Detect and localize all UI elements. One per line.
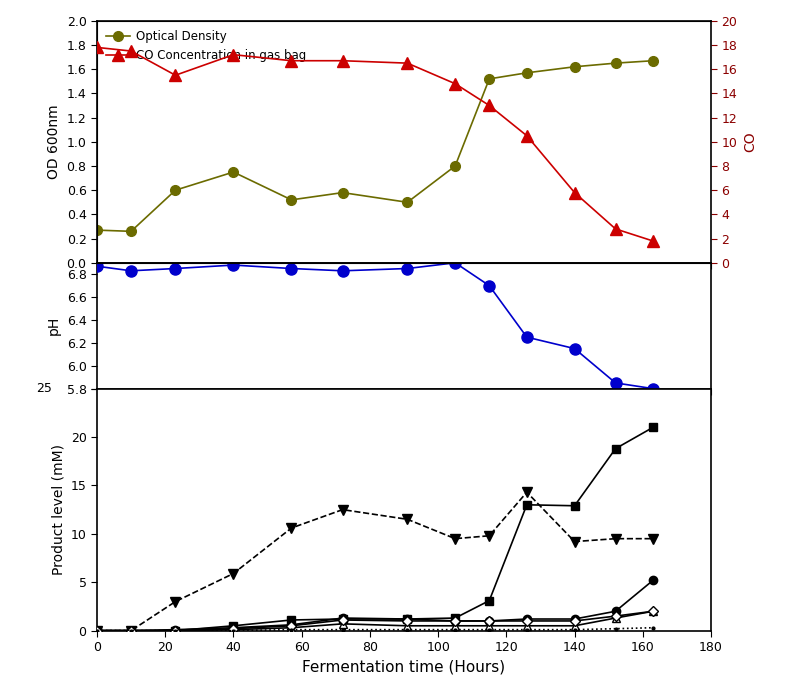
Formate: [485, 617, 494, 625]
CO2: [485, 532, 494, 540]
Line: Butyrate: Butyrate: [93, 607, 657, 635]
Formate: [126, 626, 136, 635]
Formate: [92, 626, 102, 635]
CO2: [450, 534, 460, 543]
Ethanol: [229, 624, 238, 632]
Formate: [229, 624, 238, 633]
Butyrate: [570, 622, 579, 630]
Ethanol: [402, 615, 412, 623]
Y-axis label: Product level (mM): Product level (mM): [51, 444, 65, 575]
CO2: [92, 626, 102, 635]
Line: Lactate: Lactate: [95, 625, 656, 633]
Butyrate: [126, 626, 136, 635]
Acetate: [522, 500, 532, 509]
CO2: [570, 537, 579, 545]
Butyrate: [611, 614, 621, 622]
Butyrate: [229, 626, 238, 634]
Acetate: [287, 616, 297, 624]
Acetate: [170, 626, 180, 635]
Lactate: [611, 624, 621, 633]
CO2: [611, 534, 621, 543]
Acetate: [611, 444, 621, 453]
Lactate: [450, 626, 460, 634]
Ethanol: [450, 617, 460, 625]
Ethanol: [485, 617, 494, 625]
Lactate: [126, 626, 136, 635]
Lactate: [522, 626, 532, 634]
CO2: [170, 597, 180, 606]
Ethanol: [522, 615, 532, 623]
Ethanol: [570, 615, 579, 623]
Lactate: [229, 626, 238, 635]
Acetate: [570, 502, 579, 510]
CO2: [522, 488, 532, 496]
Ethanol: [338, 614, 347, 622]
Acetate: [92, 626, 102, 635]
Butyrate: [338, 620, 347, 628]
Ethanol: [170, 626, 180, 634]
Ethanol: [287, 621, 297, 629]
Formate: [570, 617, 579, 625]
Butyrate: [522, 622, 532, 630]
Butyrate: [485, 622, 494, 630]
Acetate: [229, 622, 238, 630]
Formate: [402, 617, 412, 625]
Line: Ethanol: Ethanol: [93, 576, 657, 635]
Formate: [648, 607, 658, 615]
Y-axis label: CO: CO: [743, 132, 757, 152]
Legend: Optical Density, CO Concentration in gas bag: Optical Density, CO Concentration in gas…: [103, 27, 309, 66]
Acetate: [450, 614, 460, 622]
Lactate: [402, 626, 412, 634]
Acetate: [485, 597, 494, 605]
Acetate: [402, 615, 412, 623]
Ethanol: [611, 607, 621, 615]
Butyrate: [402, 622, 412, 630]
Formate: [170, 626, 180, 635]
Butyrate: [450, 622, 460, 630]
Y-axis label: OD 600nm: OD 600nm: [47, 105, 61, 179]
Lactate: [92, 626, 102, 635]
Text: 25: 25: [36, 382, 53, 395]
X-axis label: Fermentation time (Hours): Fermentation time (Hours): [302, 660, 506, 674]
Lactate: [170, 626, 180, 635]
Line: Formate: Formate: [94, 608, 657, 634]
CO2: [126, 626, 136, 635]
Formate: [450, 617, 460, 625]
Line: CO2: CO2: [92, 487, 658, 635]
Lactate: [485, 626, 494, 634]
CO2: [287, 524, 297, 532]
Line: Acetate: Acetate: [93, 423, 657, 635]
Butyrate: [648, 607, 658, 615]
Formate: [338, 616, 347, 624]
Butyrate: [287, 624, 297, 632]
CO2: [338, 505, 347, 514]
Lactate: [570, 626, 579, 634]
Acetate: [126, 626, 136, 635]
Lactate: [287, 626, 297, 634]
Acetate: [338, 615, 347, 623]
Formate: [522, 617, 532, 625]
CO2: [229, 570, 238, 578]
Ethanol: [648, 576, 658, 584]
Ethanol: [92, 626, 102, 635]
Acetate: [648, 423, 658, 432]
Lactate: [338, 626, 347, 634]
Ethanol: [126, 626, 136, 635]
CO2: [648, 534, 658, 543]
Lactate: [648, 624, 658, 632]
Formate: [611, 612, 621, 620]
Y-axis label: pH: pH: [47, 316, 61, 335]
Formate: [287, 622, 297, 630]
Butyrate: [92, 626, 102, 635]
CO2: [402, 515, 412, 523]
Butyrate: [170, 626, 180, 635]
